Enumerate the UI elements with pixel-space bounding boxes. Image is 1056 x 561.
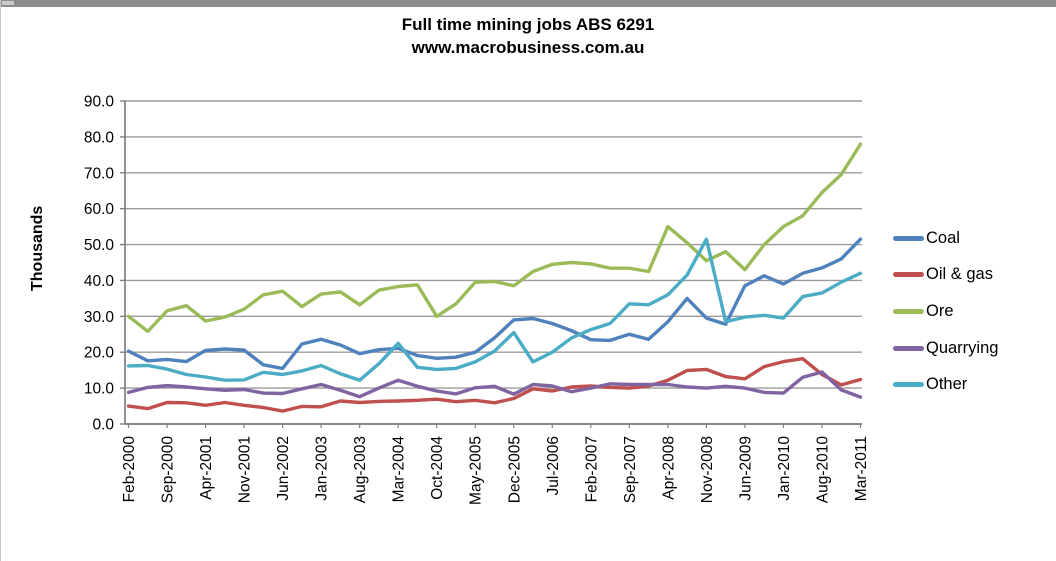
x-tick-label: Nov-2008 [699, 436, 716, 503]
x-tick-label: Sep-2000 [160, 436, 177, 504]
coal-line-swatch [893, 235, 924, 241]
x-tick-label: Sep-2007 [622, 436, 639, 503]
y-tick-label: 40.0 [84, 273, 115, 290]
y-tick-label: 30.0 [84, 309, 115, 326]
x-tick-label: Feb-2007 [583, 436, 600, 502]
x-tick-label: Nov-2001 [237, 436, 254, 503]
y-tick-label: 10.0 [84, 381, 115, 398]
y-tick-label: 0.0 [92, 417, 114, 434]
legend-item-coal: Coal [893, 220, 998, 257]
chart-legend: Coal Oil & gas Ore Quarrying Other [893, 220, 998, 403]
quarrying-line-swatch [893, 345, 924, 351]
y-tick-label: 60.0 [84, 201, 115, 218]
x-tick-label: Apr-2008 [660, 436, 677, 500]
y-tick-label: 90.0 [84, 94, 115, 111]
y-tick-label: 20.0 [84, 345, 115, 362]
legend-label: Ore [926, 301, 954, 320]
chart-title-block: Full time mining jobs ABS 6291 www.macro… [0, 13, 1056, 59]
x-tick-label: Jun-2009 [737, 436, 754, 501]
window-left-edge [0, 0, 1, 561]
series-line-quarrying [126, 370, 863, 399]
legend-item-oil-gas: Oil & gas [893, 257, 998, 294]
y-tick-label: 80.0 [84, 129, 115, 146]
oil-gas-line-swatch [893, 272, 924, 278]
series-line-other [126, 237, 863, 382]
x-tick-label: Aug-2003 [352, 436, 369, 503]
x-tick-label: Apr-2001 [198, 436, 215, 500]
chart-subtitle: www.macrobusiness.com.au [411, 38, 645, 57]
legend-item-ore: Ore [893, 293, 998, 330]
legend-label: Other [926, 375, 968, 394]
legend-label: Oil & gas [926, 265, 993, 284]
x-tick-label: Oct-2004 [429, 436, 446, 500]
x-tick-label: Feb-2000 [121, 436, 138, 503]
window-title-bar [0, 0, 1056, 7]
series-line-coal [126, 237, 863, 371]
legend-item-other: Other [893, 366, 998, 403]
ore-line-swatch [893, 308, 924, 314]
y-tick-label: 50.0 [84, 237, 115, 254]
legend-item-quarrying: Quarrying [893, 330, 998, 367]
chart-title: Full time mining jobs ABS 6291 [401, 15, 655, 34]
x-tick-label: Jul-2006 [545, 436, 562, 495]
legend-label: Quarrying [926, 338, 999, 357]
x-tick-label: Mar-2004 [391, 436, 408, 503]
series-line-oil-gas [126, 357, 863, 413]
x-tick-label: Aug-2010 [814, 436, 831, 504]
x-tick-label: Jun-2002 [275, 436, 292, 501]
x-tick-label: Mar-2011 [853, 436, 870, 501]
legend-label: Coal [926, 228, 960, 247]
title-bar-artifact [2, 1, 14, 5]
x-tick-label: Jan-2003 [314, 436, 331, 501]
x-tick-label: Jan-2010 [776, 436, 793, 501]
other-line-swatch [893, 382, 924, 388]
series-line-ore [126, 142, 863, 334]
x-tick-label: May-2005 [468, 436, 485, 505]
x-tick-label: Dec-2005 [506, 436, 523, 503]
y-tick-label: 70.0 [84, 165, 115, 182]
